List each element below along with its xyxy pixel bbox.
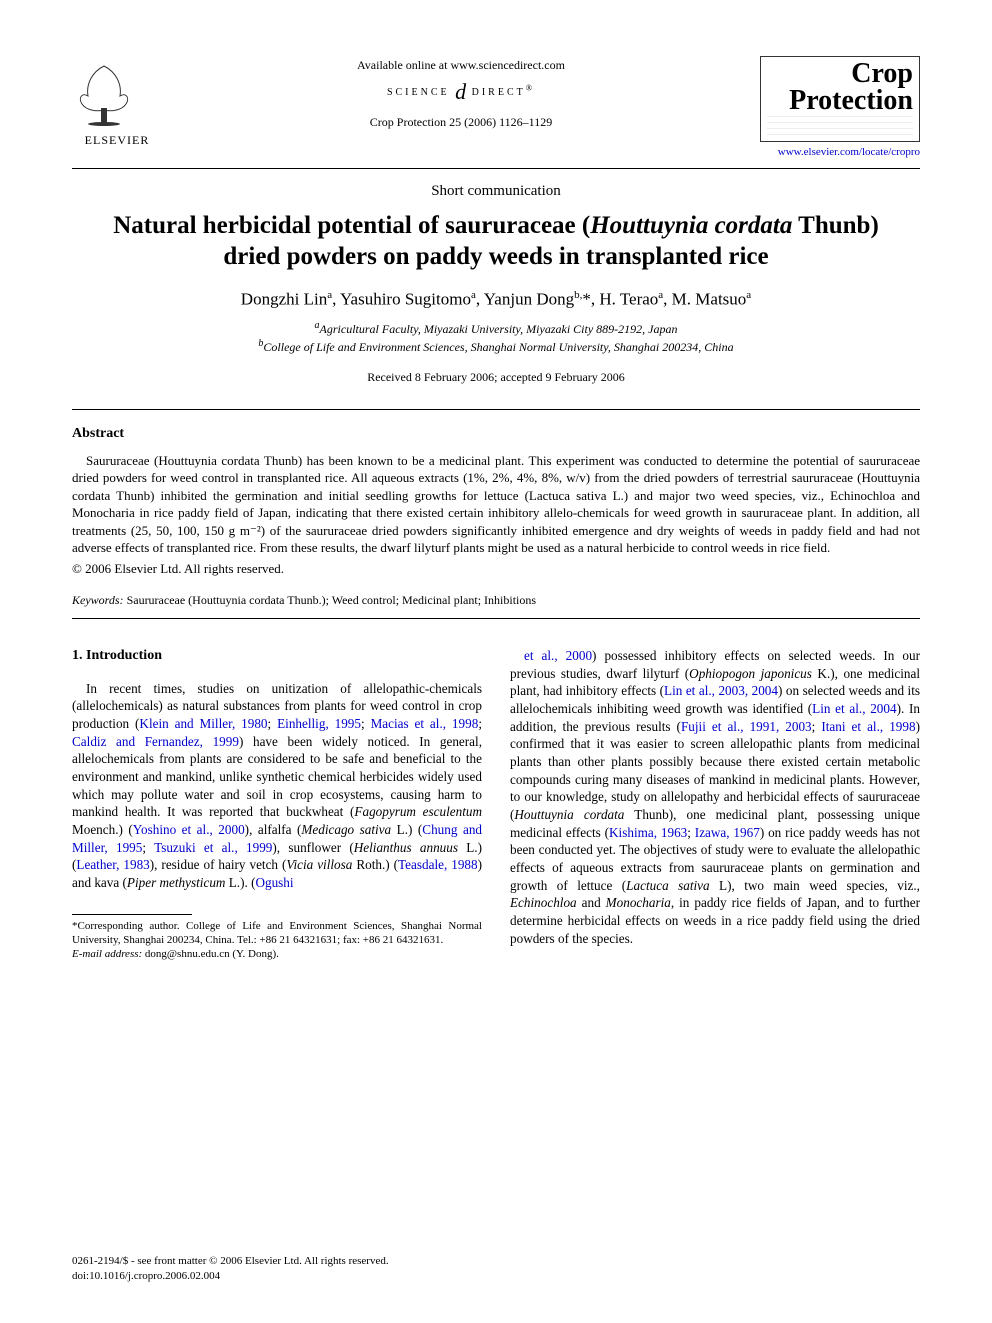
ref-link[interactable]: Klein and Miller, 1980 — [139, 716, 267, 731]
ref-link[interactable]: Lin et al., 2003, 2004 — [664, 683, 778, 698]
footer-front-matter: 0261-2194/$ - see front matter © 2006 El… — [72, 1254, 389, 1268]
column-right: et al., 2000) possessed inhibitory effec… — [510, 647, 920, 962]
citation-line: Crop Protection 25 (2006) 1126–1129 — [162, 115, 760, 130]
ref-link[interactable]: Kishima, 1963 — [609, 825, 687, 840]
ref-link[interactable]: Einhellig, 1995 — [277, 716, 361, 731]
affiliation-b: bCollege of Life and Environment Science… — [72, 337, 920, 355]
keywords-text: Saururaceae (Houttuynia cordata Thunb.);… — [124, 593, 536, 607]
intro-para-right: et al., 2000) possessed inhibitory effec… — [510, 647, 920, 948]
email-address[interactable]: dong@shnu.edu.cn (Y. Dong). — [142, 948, 279, 960]
elsevier-tree-icon — [72, 62, 136, 126]
affil-b-text: College of Life and Environment Sciences… — [263, 340, 733, 354]
email-footnote: E-mail address: dong@shnu.edu.cn (Y. Don… — [72, 947, 482, 961]
elsevier-logo: ELSEVIER — [72, 62, 162, 148]
article-type: Short communication — [72, 183, 920, 200]
ref-link[interactable]: Caldiz and Fernandez, 1999 — [72, 734, 239, 749]
abstract-body: Saururaceae (Houttuynia cordata Thunb) h… — [72, 452, 920, 557]
email-label: E-mail address: — [72, 948, 142, 960]
intro-para-left: In recent times, studies on unitization … — [72, 680, 482, 892]
author-list: Dongzhi Lina, Yasuhiro Sugitomoa, Yanjun… — [72, 289, 920, 310]
available-online-text: Available online at www.sciencedirect.co… — [162, 58, 760, 73]
ref-link[interactable]: Tsuzuki et al., 1999 — [154, 840, 272, 855]
article-dates: Received 8 February 2006; accepted 9 Feb… — [72, 370, 920, 385]
ref-link[interactable]: Izawa, 1967 — [695, 825, 760, 840]
title-part1b: Thunb) — [792, 212, 878, 239]
footnote-rule — [72, 914, 192, 915]
copyright-line: © 2006 Elsevier Ltd. All rights reserved… — [72, 561, 920, 577]
keywords-line: Keywords: Saururaceae (Houttuynia cordat… — [72, 593, 920, 608]
two-column-body: 1. Introduction In recent times, studies… — [72, 647, 920, 962]
ref-link[interactable]: Leather, 1983 — [76, 857, 149, 872]
corresponding-author-footnote: *Corresponding author. College of Life a… — [72, 919, 482, 948]
affiliation-a: aAgricultural Faculty, Miyazaki Universi… — [72, 319, 920, 337]
publisher-name: ELSEVIER — [72, 133, 162, 148]
journal-cover-icon: Crop Protection — [760, 56, 920, 142]
header-center: Available online at www.sciencedirect.co… — [162, 56, 760, 130]
journal-url-link[interactable]: www.elsevier.com/locate/cropro — [760, 146, 920, 158]
journal-logo-block: Crop Protection www.elsevier.com/locate/… — [760, 56, 920, 158]
title-part1: Natural herbicidal potential of saururac… — [113, 212, 590, 239]
ref-link[interactable]: Fujii et al., 1991, 2003 — [681, 719, 812, 734]
keywords-label: Keywords: — [72, 593, 124, 607]
abstract-heading: Abstract — [72, 426, 920, 442]
ref-link[interactable]: Teasdale, 1988 — [398, 857, 478, 872]
title-species: Houttuynia cordata — [590, 212, 792, 239]
page-footer: 0261-2194/$ - see front matter © 2006 El… — [72, 1254, 389, 1283]
article-title: Natural herbicidal potential of saururac… — [92, 210, 900, 273]
ref-link[interactable]: Lin et al., 2004 — [812, 701, 896, 716]
section-1-heading: 1. Introduction — [72, 647, 482, 666]
journal-title-l2: Protection — [767, 88, 913, 115]
ref-link[interactable]: Itani et al., 1998 — [821, 719, 915, 734]
ref-link[interactable]: et al., 2000 — [524, 648, 592, 663]
header-rule — [72, 168, 920, 169]
abstract-bottom-rule — [72, 618, 920, 619]
ref-link[interactable]: Ogushi — [255, 875, 293, 890]
abstract-text: Saururaceae (Houttuynia cordata Thunb) h… — [72, 452, 920, 557]
abstract-top-rule — [72, 409, 920, 410]
title-part2: dried powders on paddy weeds in transpla… — [223, 243, 768, 270]
sciencedirect-logo: SCIENCE d DIRECT® — [162, 79, 760, 105]
page-header: ELSEVIER Available online at www.science… — [72, 56, 920, 158]
column-left: 1. Introduction In recent times, studies… — [72, 647, 482, 962]
ref-link[interactable]: Macias et al., 1998 — [371, 716, 479, 731]
footer-doi: doi:10.1016/j.cropro.2006.02.004 — [72, 1269, 389, 1283]
journal-title-l1: Crop — [767, 61, 913, 88]
affil-a-text: Agricultural Faculty, Miyazaki Universit… — [320, 322, 678, 336]
ref-link[interactable]: Yoshino et al., 2000 — [133, 822, 245, 837]
